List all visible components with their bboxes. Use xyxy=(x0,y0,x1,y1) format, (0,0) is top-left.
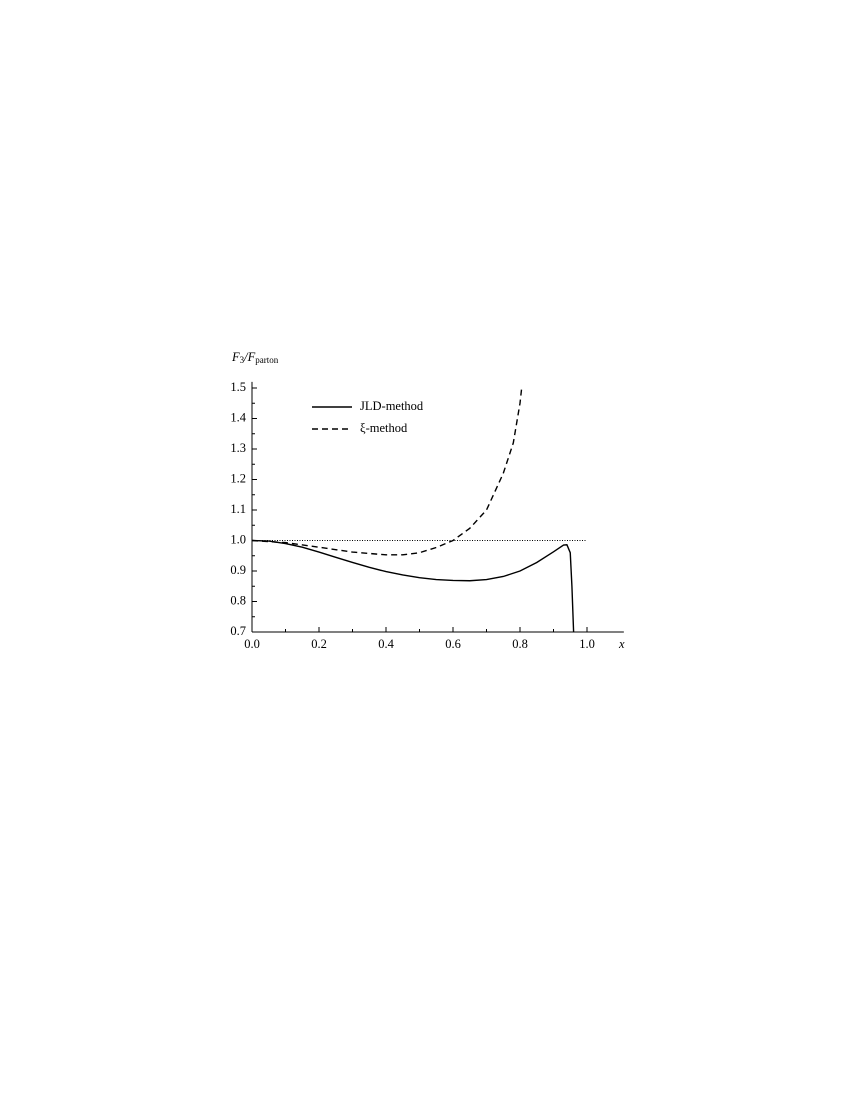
series-line xyxy=(251,539,575,633)
y-label-part: /F xyxy=(243,350,255,364)
x-tick-label: 1.0 xyxy=(579,637,595,651)
y-tick-label: 0.9 xyxy=(230,563,246,577)
series-line xyxy=(251,387,523,556)
legend-label: ξ-method xyxy=(360,421,408,435)
y-tick-label: 1.3 xyxy=(230,441,246,455)
x-tick-label: 0.8 xyxy=(512,637,528,651)
y-tick-label: 0.7 xyxy=(230,624,246,638)
x-tick-label: 0.6 xyxy=(445,637,461,651)
x-tick-label: 0.0 xyxy=(244,637,260,651)
x-tick-label: 0.2 xyxy=(311,637,327,651)
x-axis-label: x xyxy=(618,637,625,651)
y-tick-label: 1.2 xyxy=(230,471,246,485)
y-tick-label: 1.5 xyxy=(230,380,246,394)
legend-label: JLD-method xyxy=(360,399,424,413)
y-tick-label: 1.4 xyxy=(230,410,246,424)
y-tick-label: 1.0 xyxy=(230,532,246,546)
x-tick-label: 0.4 xyxy=(378,637,394,651)
y-tick-label: 0.8 xyxy=(230,593,246,607)
y-label-part: 3 xyxy=(240,355,245,365)
y-axis-label: F3/Fparton xyxy=(231,350,279,365)
y-tick-label: 1.1 xyxy=(230,502,246,516)
y-label-part: parton xyxy=(255,355,278,365)
y-label-part: F xyxy=(231,350,240,364)
